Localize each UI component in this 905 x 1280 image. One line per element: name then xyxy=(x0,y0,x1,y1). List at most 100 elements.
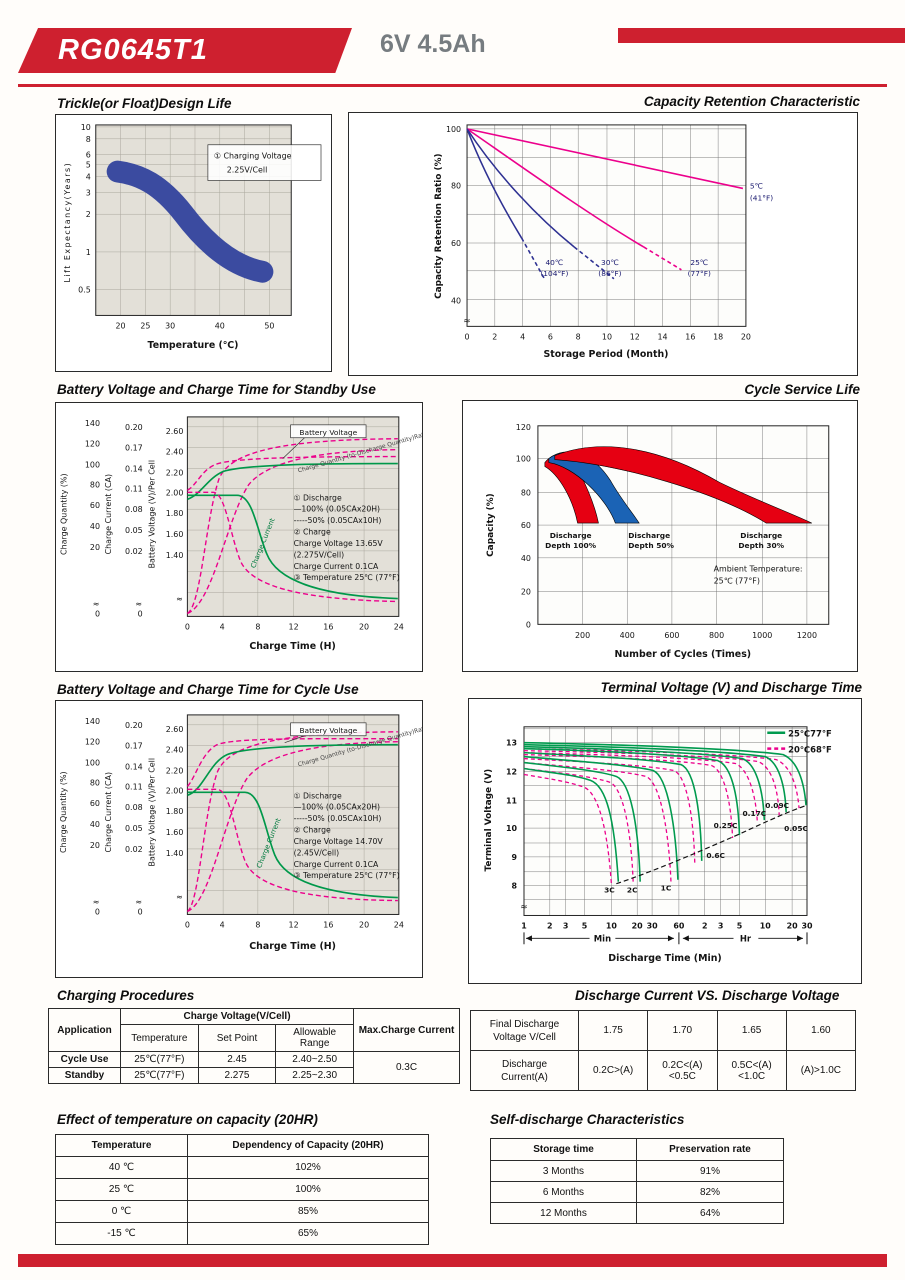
svg-text:0.11: 0.11 xyxy=(125,484,143,493)
self-discharge-table: Storage time Preservation rate 3 Months … xyxy=(490,1138,784,1224)
label-depth-100-1: Discharge xyxy=(550,531,592,540)
svg-text:1.80: 1.80 xyxy=(166,807,184,816)
x-axis-ticks: 0 4 8 12 16 20 24 xyxy=(185,920,404,929)
svg-text:100: 100 xyxy=(446,125,461,134)
svg-text:0.05: 0.05 xyxy=(125,824,143,833)
svg-text:0: 0 xyxy=(526,620,531,629)
svg-text:10: 10 xyxy=(81,123,91,132)
cycle-service-life-panel: Discharge Depth 100% Discharge Depth 50%… xyxy=(462,400,858,672)
cell-allowable: 2.25~2.30 xyxy=(275,1067,354,1084)
x-axis-ticks: 20 25 30 40 50 xyxy=(116,321,275,330)
curve-009c-20c xyxy=(523,749,780,816)
final-discharge-line2: Voltage V/Cell xyxy=(493,1031,556,1043)
svg-text:2.20: 2.20 xyxy=(166,468,184,477)
svg-text:80: 80 xyxy=(521,488,531,497)
section-title-capacity-retention: Capacity Retention Characteristic xyxy=(643,94,860,109)
svg-text:10: 10 xyxy=(760,921,772,930)
curve-025c-25c xyxy=(523,747,741,836)
footer-bar xyxy=(18,1254,887,1267)
axis-break-3: ≈ xyxy=(176,595,183,604)
self-discharge-table-wrap: Storage time Preservation rate 3 Months … xyxy=(490,1138,784,1224)
terminal-voltage-panel: 3C 2C 1C 0.6C 0.25C 0.17C 0.09C 0.05C 25℃77°F 2… xyxy=(468,698,862,984)
svg-text:2: 2 xyxy=(86,210,91,219)
charge-current-zero: 0 xyxy=(138,907,143,916)
battery-voltage-label: Battery Voltage xyxy=(299,428,357,437)
svg-text:Charge Voltage 13.65V: Charge Voltage 13.65V xyxy=(294,539,384,548)
battery-voltage-ticks: 2.60 2.40 2.20 2.00 1.80 1.60 1.40 xyxy=(166,427,184,560)
section-title-cycle-charge: Battery Voltage and Charge Time for Cycl… xyxy=(57,682,359,697)
charge-quantity-50-curve xyxy=(186,731,398,913)
svg-text:Charge Current 0.1CA: Charge Current 0.1CA xyxy=(294,860,379,869)
cell-voltage-2: 1.70 xyxy=(647,1010,718,1051)
curve-25c xyxy=(466,128,645,248)
charge-quantity-axis-label: Charge Quantity (%) xyxy=(59,473,68,555)
cell-voltage-1: 1.75 xyxy=(577,1010,649,1051)
svg-text:0.08: 0.08 xyxy=(125,803,143,812)
svg-text:24: 24 xyxy=(394,920,404,929)
svg-text:0.5: 0.5 xyxy=(78,286,91,295)
svg-text:③ Temperature 25℃ (77°F): ③ Temperature 25℃ (77°F) xyxy=(294,573,400,582)
cell-storage: 12 Months xyxy=(490,1202,637,1224)
section-title-trickle-design-life: Trickle(or Float)Design Life xyxy=(57,96,232,111)
svg-text:-----50% (0.05CAx10H): -----50% (0.05CAx10H) xyxy=(294,516,382,525)
svg-text:1: 1 xyxy=(86,248,91,257)
svg-text:0.14: 0.14 xyxy=(125,763,143,772)
cell-capacity: 65% xyxy=(187,1222,429,1245)
cell-current-2: 0.2C<(A)<0.5C xyxy=(647,1050,718,1091)
label-40c-f: (104°F) xyxy=(540,269,568,278)
svg-text:200: 200 xyxy=(575,631,590,640)
svg-text:60: 60 xyxy=(451,239,461,248)
svg-text:0.17: 0.17 xyxy=(125,444,143,453)
svg-text:2: 2 xyxy=(547,921,553,930)
svg-text:1: 1 xyxy=(521,921,527,930)
section-title-standby-charge: Battery Voltage and Charge Time for Stan… xyxy=(57,382,376,397)
svg-text:2.40: 2.40 xyxy=(166,746,184,755)
y-axis-label: Capacity (%) xyxy=(486,493,496,557)
svg-text:16: 16 xyxy=(323,920,333,929)
charge-quantity-zero: 0 xyxy=(95,609,100,618)
charge-current-50-curve xyxy=(187,788,398,902)
svg-text:20: 20 xyxy=(787,921,799,930)
svg-text:9: 9 xyxy=(512,853,518,862)
col-max-charge-current: Max.Charge Current xyxy=(353,1008,460,1052)
svg-text:120: 120 xyxy=(85,440,100,449)
curve-2c-25c xyxy=(523,761,641,882)
standby-charge-panel: Battery Voltage Charge Quantity (to-Disc… xyxy=(55,402,423,672)
charge-quantity-50-curve xyxy=(186,438,398,615)
svg-text:11: 11 xyxy=(506,796,517,805)
section-title-discharge-vs: Discharge Current VS. Discharge Voltage xyxy=(575,988,840,1003)
cell-capacity: 100% xyxy=(187,1178,429,1201)
cell-temp: 0 ℃ xyxy=(55,1200,188,1223)
svg-text:600: 600 xyxy=(664,631,679,640)
svg-text:5: 5 xyxy=(86,161,91,170)
svg-text:1.80: 1.80 xyxy=(166,509,184,518)
svg-text:20: 20 xyxy=(90,841,100,850)
battery-voltage-axis-label: Battery Voltage (V)/Per Cell xyxy=(148,758,157,867)
svg-text:3: 3 xyxy=(718,921,724,930)
svg-text:0.08: 0.08 xyxy=(125,505,143,514)
label-5c: 5℃ xyxy=(750,181,763,190)
svg-text:0.17: 0.17 xyxy=(125,742,143,751)
svg-text:60: 60 xyxy=(521,521,531,530)
col-application: Application xyxy=(48,1008,121,1052)
svg-text:0.17C: 0.17C xyxy=(742,809,766,818)
chart-notes: ① Discharge —100% (0.05CAx20H) -----50% (0… xyxy=(294,791,400,880)
svg-text:2.00: 2.00 xyxy=(166,488,184,497)
svg-text:0: 0 xyxy=(185,622,190,631)
svg-text:4: 4 xyxy=(520,332,525,341)
cell-storage: 3 Months xyxy=(490,1160,637,1182)
svg-text:60: 60 xyxy=(90,501,100,510)
brand-banner: RG0645T1 xyxy=(18,28,352,73)
curve-009c-25c xyxy=(523,743,787,813)
discharge-voltage-table: Final Discharge Voltage V/Cell 1.75 1.70… xyxy=(470,1010,857,1091)
curve-3c-20c xyxy=(523,773,613,884)
cell-temp: 25 ℃ xyxy=(55,1178,188,1201)
svg-text:② Charge: ② Charge xyxy=(294,826,331,835)
svg-text:80: 80 xyxy=(451,181,461,190)
svg-text:18: 18 xyxy=(713,332,723,341)
unit-hr-label: Hr xyxy=(740,933,752,943)
cell-voltage-3: 1.65 xyxy=(716,1010,787,1051)
x-axis-ticks: 0 2 4 6 8 10 12 14 16 18 20 xyxy=(465,332,751,341)
svg-text:0.02: 0.02 xyxy=(125,547,143,556)
